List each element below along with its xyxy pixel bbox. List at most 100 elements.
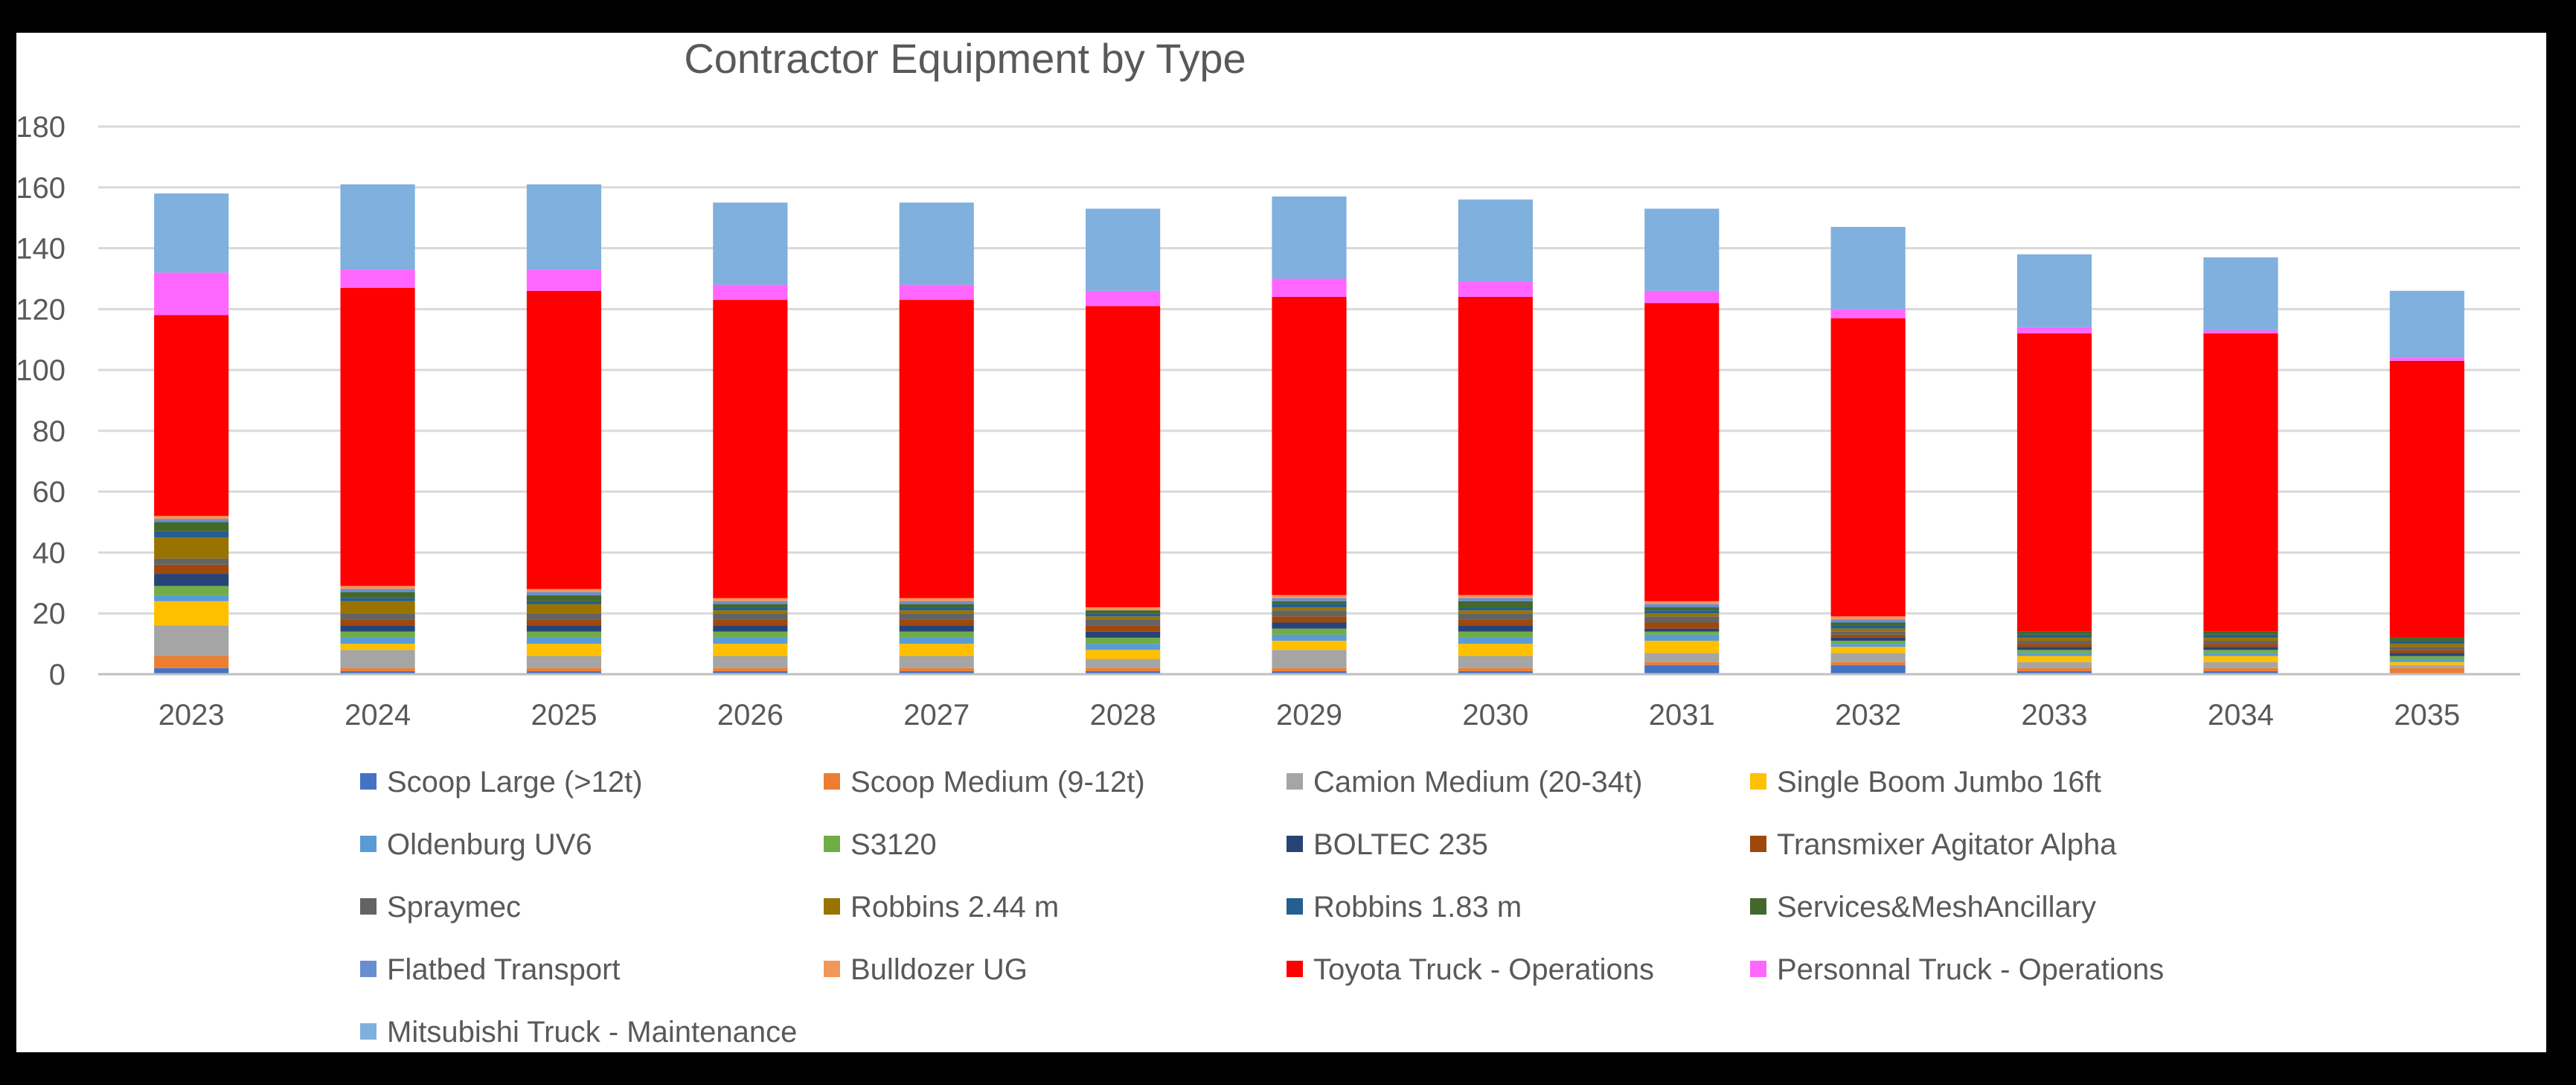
bar-segment [1644, 665, 1720, 674]
bar-segment [154, 574, 229, 586]
legend-item: Scoop Medium (9-12t) [824, 766, 1145, 798]
legend-item: Robbins 2.44 m [824, 891, 1059, 924]
legend-label: Mitsubishi Truck - Maintenance [387, 1016, 797, 1049]
y-tick-label: 60 [33, 476, 66, 509]
bar-segment [526, 670, 602, 674]
bar-segment [1086, 607, 1161, 611]
legend-item: Personnal Truck - Operations [1750, 953, 2164, 986]
bar-segment [2203, 637, 2278, 641]
bar-segment [899, 604, 974, 608]
legend-swatch [360, 836, 377, 852]
bar-segment [1272, 601, 1347, 604]
legend-label: S3120 [850, 828, 937, 861]
bar-segment [899, 656, 974, 668]
bar-segment [1458, 296, 1533, 595]
legend-label: BOLTEC 235 [1313, 828, 1488, 861]
bar-segment [1644, 601, 1720, 604]
bar-segment [2389, 665, 2464, 668]
y-tick-label: 0 [49, 659, 65, 691]
bar-segment [1830, 647, 1906, 653]
bar-segment [340, 670, 415, 674]
bar-segment [1644, 208, 1720, 291]
bar-segment [1458, 607, 1533, 611]
bar-segment [1644, 613, 1720, 617]
legend-label: Single Boom Jumbo 16ft [1777, 766, 2101, 798]
bar-segment [2203, 257, 2278, 330]
legend-label: Services&MeshAncillary [1777, 891, 2096, 924]
bar-segment [526, 637, 602, 644]
legend-label: Personnal Truck - Operations [1777, 953, 2164, 986]
bar-segment [713, 656, 788, 668]
bar-segment [2389, 644, 2464, 647]
bar-segment [713, 202, 788, 285]
bar-segment [713, 284, 788, 301]
bar-segment [2016, 641, 2092, 644]
legend-label: Scoop Medium (9-12t) [850, 766, 1145, 798]
bar-segment [2016, 653, 2092, 656]
bar-segment [1086, 644, 1161, 650]
bar-segment [340, 631, 415, 638]
bar-segment [713, 604, 788, 608]
legend-swatch [1287, 961, 1303, 977]
bar-segment [1272, 650, 1347, 668]
bar-segment [2016, 647, 2092, 650]
legend-swatch [1750, 898, 1766, 915]
bar-segment [899, 607, 974, 611]
bar-segment [1830, 665, 1906, 674]
bar-segment [713, 637, 788, 644]
bar-segment [154, 193, 229, 273]
bar-segment [713, 607, 788, 611]
legend-swatch [360, 898, 377, 915]
legend-item: Camion Medium (20-34t) [1287, 766, 1642, 798]
y-axis: 0 20 40 60 80 100 120 140 160 180 [16, 111, 65, 691]
bar-segment [1272, 616, 1347, 623]
bar-segment [154, 531, 229, 537]
bar-segment [340, 625, 415, 632]
bar-segment [1458, 656, 1533, 668]
bar-segment [1644, 631, 1720, 635]
bar-segment [899, 668, 974, 671]
bar-segment [1086, 631, 1161, 638]
bar-segment [1644, 604, 1720, 608]
bar-segment [1458, 598, 1533, 601]
bar-segment [2389, 647, 2464, 650]
bar-segment [1644, 610, 1720, 614]
bar-segment [2389, 662, 2464, 665]
bar-segment [2389, 653, 2464, 656]
bar-segment [1272, 641, 1347, 650]
bar-segment [1086, 659, 1161, 668]
bar-segment [899, 637, 974, 644]
legend-swatch [1750, 961, 1766, 977]
bar-segment [2389, 668, 2464, 674]
legend-item: Oldenburg UV6 [360, 828, 592, 861]
bar-segment [1086, 208, 1161, 291]
bar-segment [713, 644, 788, 656]
legend-swatch [360, 773, 377, 790]
bar-segment [1644, 290, 1720, 304]
bar-segment [2389, 637, 2464, 641]
legend-item: Robbins 1.83 m [1287, 891, 1522, 924]
bar-segment [154, 668, 229, 674]
bar-segment [1458, 670, 1533, 674]
bar-segment [899, 610, 974, 614]
bar-segment [1644, 653, 1720, 662]
legend-item: Bulldozer UG [824, 953, 1028, 986]
legend-item: Transmixer Agitator Alpha [1750, 828, 2117, 861]
bar-segment [154, 519, 229, 522]
bar-segment [1458, 644, 1533, 656]
bar-segment [1272, 278, 1347, 297]
bar-segment [1458, 625, 1533, 632]
legend-item: BOLTEC 235 [1287, 828, 1488, 861]
bar-segment [340, 650, 415, 668]
bar-segment [1272, 595, 1347, 598]
legend-swatch [1750, 836, 1766, 852]
bar-segment [526, 595, 602, 601]
bar-segment [2016, 254, 2092, 327]
bar-segment [526, 601, 602, 604]
y-tick-label: 100 [16, 354, 65, 387]
bar-segment [340, 668, 415, 671]
bar-segment [526, 668, 602, 671]
legend-item: S3120 [824, 828, 937, 861]
bar-segment [2203, 644, 2278, 647]
bar-segment [1830, 318, 1906, 617]
